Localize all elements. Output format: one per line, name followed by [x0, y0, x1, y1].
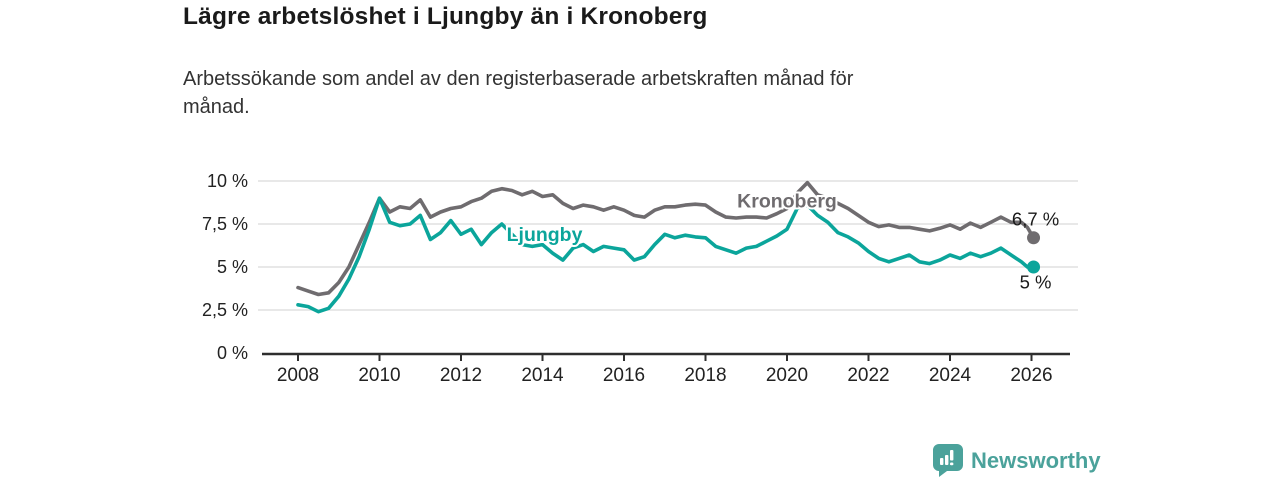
- newsworthy-branding: Newsworthy: [933, 444, 1101, 477]
- y-tick-label: 7,5 %: [202, 214, 248, 234]
- series-end-dot-ljungby: [1027, 260, 1041, 274]
- x-tick-label: 2020: [766, 365, 808, 386]
- series-end-dot-kronoberg: [1027, 231, 1041, 245]
- y-tick-label: 10 %: [207, 171, 248, 191]
- y-tick-label: 5 %: [217, 257, 248, 277]
- series-end-value-kronoberg: 6,7 %: [1012, 209, 1059, 230]
- x-tick-label: 2018: [684, 365, 726, 386]
- newsworthy-wordmark: Newsworthy: [971, 447, 1101, 473]
- x-tick-label: 2026: [1010, 365, 1052, 386]
- series-line-ljungby: [296, 196, 1036, 314]
- y-tick-label: 0 %: [217, 343, 248, 363]
- x-tick-label: 2010: [358, 365, 400, 386]
- chart-subtitle: Arbetssökande som andel av den registerb…: [183, 68, 854, 118]
- x-tick-label: 2012: [440, 365, 482, 386]
- x-tick-label: 2008: [277, 365, 319, 386]
- chart-title: Lägre arbetslöshet i Ljungby än i Kronob…: [183, 3, 708, 30]
- series-end-value-ljungby: 5 %: [1020, 271, 1052, 292]
- x-tick-label: 2016: [603, 365, 645, 386]
- x-tick-label: 2014: [521, 365, 564, 386]
- x-tick-label: 2022: [847, 365, 889, 386]
- x-tick-label: 2024: [929, 365, 972, 386]
- series-line-kronoberg: [296, 180, 1036, 297]
- series-label-ljungby: Ljungby: [507, 224, 583, 246]
- bar-chart-speech-bubble-icon: [933, 444, 963, 477]
- series-label-kronoberg: Kronoberg: [737, 190, 837, 212]
- y-tick-label: 2,5 %: [202, 300, 248, 320]
